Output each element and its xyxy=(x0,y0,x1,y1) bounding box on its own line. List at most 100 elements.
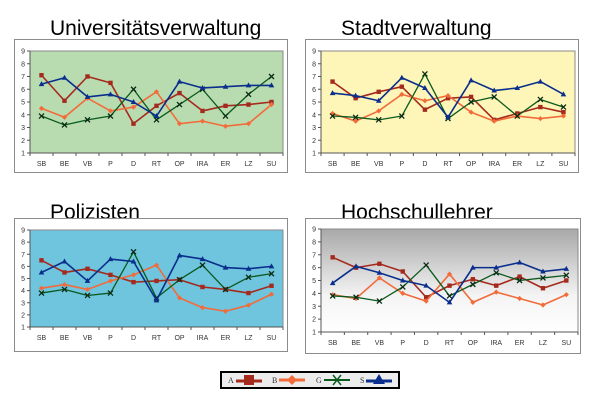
x-tick-label: VB xyxy=(83,161,93,168)
data-point-s xyxy=(516,259,523,265)
x-tick-label: OP xyxy=(468,340,478,347)
data-point-b xyxy=(330,292,336,298)
data-point-g xyxy=(153,116,160,123)
data-point-s xyxy=(84,93,91,99)
data-point-a xyxy=(246,290,251,296)
data-point-b xyxy=(107,108,114,114)
data-point-g xyxy=(268,270,275,277)
x-tick-label: ER xyxy=(515,340,525,347)
x-tick-label: BE xyxy=(60,335,70,342)
data-point-g xyxy=(329,292,336,299)
y-tick-label: 3 xyxy=(312,304,316,311)
x-tick-label: BE xyxy=(60,161,70,168)
data-point-g xyxy=(61,286,68,293)
y-tick-label: 6 xyxy=(312,265,316,272)
y-tick-label: 5 xyxy=(21,276,25,283)
data-point-s xyxy=(222,83,229,89)
chart-polizisten: 1 2 3 4 5 6 7 8 9 SB BE VB P D RT OP IRA ER LZ SU xyxy=(14,218,288,352)
data-point-a xyxy=(131,279,136,285)
data-point-a xyxy=(131,121,136,126)
data-point-g xyxy=(245,274,252,281)
data-point-s xyxy=(84,277,91,283)
data-point-g xyxy=(107,290,114,297)
data-point-s xyxy=(38,269,45,275)
data-point-a xyxy=(62,98,67,103)
y-tick-label: 3 xyxy=(312,125,316,132)
y-tick-label: 1 xyxy=(21,325,25,332)
chart-universitaetsverwaltung: 1 2 3 4 5 6 7 8 9 SB BE VB P D RT OP IRA ER LZ SU xyxy=(14,39,288,173)
data-point-a xyxy=(177,90,182,96)
legend-label-b: B xyxy=(272,375,278,385)
data-point-b xyxy=(245,121,252,127)
data-point-a xyxy=(269,283,274,288)
chart-title-hochschullehrer: Hochschullehrer xyxy=(341,201,493,224)
data-point-g xyxy=(329,113,336,119)
data-point-s xyxy=(375,97,382,103)
x-tick-label: RT xyxy=(443,161,453,168)
x-tick-label: ER xyxy=(221,161,231,168)
data-point-b xyxy=(130,104,137,110)
data-point-a xyxy=(561,110,566,115)
data-point-g xyxy=(493,269,500,276)
data-point-b xyxy=(268,291,275,297)
data-point-a xyxy=(246,102,251,107)
data-point-a xyxy=(468,94,474,100)
y-tick-label: 9 xyxy=(21,228,25,235)
data-point-s xyxy=(61,258,68,264)
y-tick-label: 2 xyxy=(312,317,316,324)
x-tick-label: IRA xyxy=(197,335,209,342)
data-point-a xyxy=(376,89,381,94)
data-point-s xyxy=(38,81,45,87)
chart-svg-hochschullehrer: 1 2 3 4 5 6 7 8 9 SB BE VB P D RT OP IRA ER LZ SU xyxy=(312,227,579,347)
chart-title-polizisten: Polizisten xyxy=(50,201,140,224)
y-tick-label: 6 xyxy=(21,87,25,94)
x-tick-label: OP xyxy=(466,161,476,168)
data-point-s xyxy=(245,265,252,271)
data-point-s xyxy=(130,99,137,104)
legend-label-a: A xyxy=(228,375,234,385)
x-tick-label: SB xyxy=(328,340,338,347)
y-tick-label: 5 xyxy=(21,100,25,107)
x-tick-label: ER xyxy=(221,335,231,342)
data-point-s xyxy=(107,256,114,262)
legend-label-s: S xyxy=(360,375,365,385)
data-point-b xyxy=(61,281,68,288)
y-tick-label: 7 xyxy=(312,252,316,259)
data-point-a xyxy=(330,79,335,84)
legend-item-a: A xyxy=(228,373,262,387)
data-point-a xyxy=(85,74,90,79)
data-point-a xyxy=(494,283,499,288)
y-tick-label: 8 xyxy=(21,61,25,68)
data-point-s xyxy=(176,78,183,84)
data-point-a xyxy=(540,286,546,291)
chart-title-universitaetsverwaltung: Universitätsverwaltung xyxy=(50,17,262,40)
data-point-b xyxy=(446,271,453,277)
chart-svg-polizisten: 1 2 3 4 5 6 7 8 9 SB BE VB P D RT OP IRA ER LZ SU xyxy=(21,228,284,342)
data-point-a xyxy=(108,80,113,86)
data-point-s xyxy=(329,90,336,96)
data-point-a xyxy=(399,84,405,89)
data-point-s xyxy=(560,91,567,97)
data-point-b xyxy=(199,118,206,124)
data-point-a xyxy=(400,269,405,274)
x-tick-label: LZ xyxy=(536,161,545,168)
x-tick-label: IRA xyxy=(488,161,500,168)
data-point-s xyxy=(153,113,160,119)
data-point-b xyxy=(560,113,567,119)
y-tick-label: 4 xyxy=(312,112,316,119)
x-tick-label: SB xyxy=(328,161,338,168)
data-point-a xyxy=(39,258,44,263)
x-tick-label: SB xyxy=(37,335,47,342)
x-tick-label: RT xyxy=(152,161,162,168)
data-point-g xyxy=(38,290,45,297)
legend-item-g: G xyxy=(316,373,350,387)
data-point-g xyxy=(516,277,523,284)
y-tick-label: 2 xyxy=(312,138,316,145)
y-tick-label: 4 xyxy=(21,112,25,119)
data-point-s xyxy=(245,82,252,88)
x-tick-label: OP xyxy=(174,335,184,342)
x-tick-label: P xyxy=(399,161,404,168)
data-point-s xyxy=(199,84,206,90)
x-tick-label: D xyxy=(131,161,136,168)
y-tick-label: 9 xyxy=(312,227,316,234)
